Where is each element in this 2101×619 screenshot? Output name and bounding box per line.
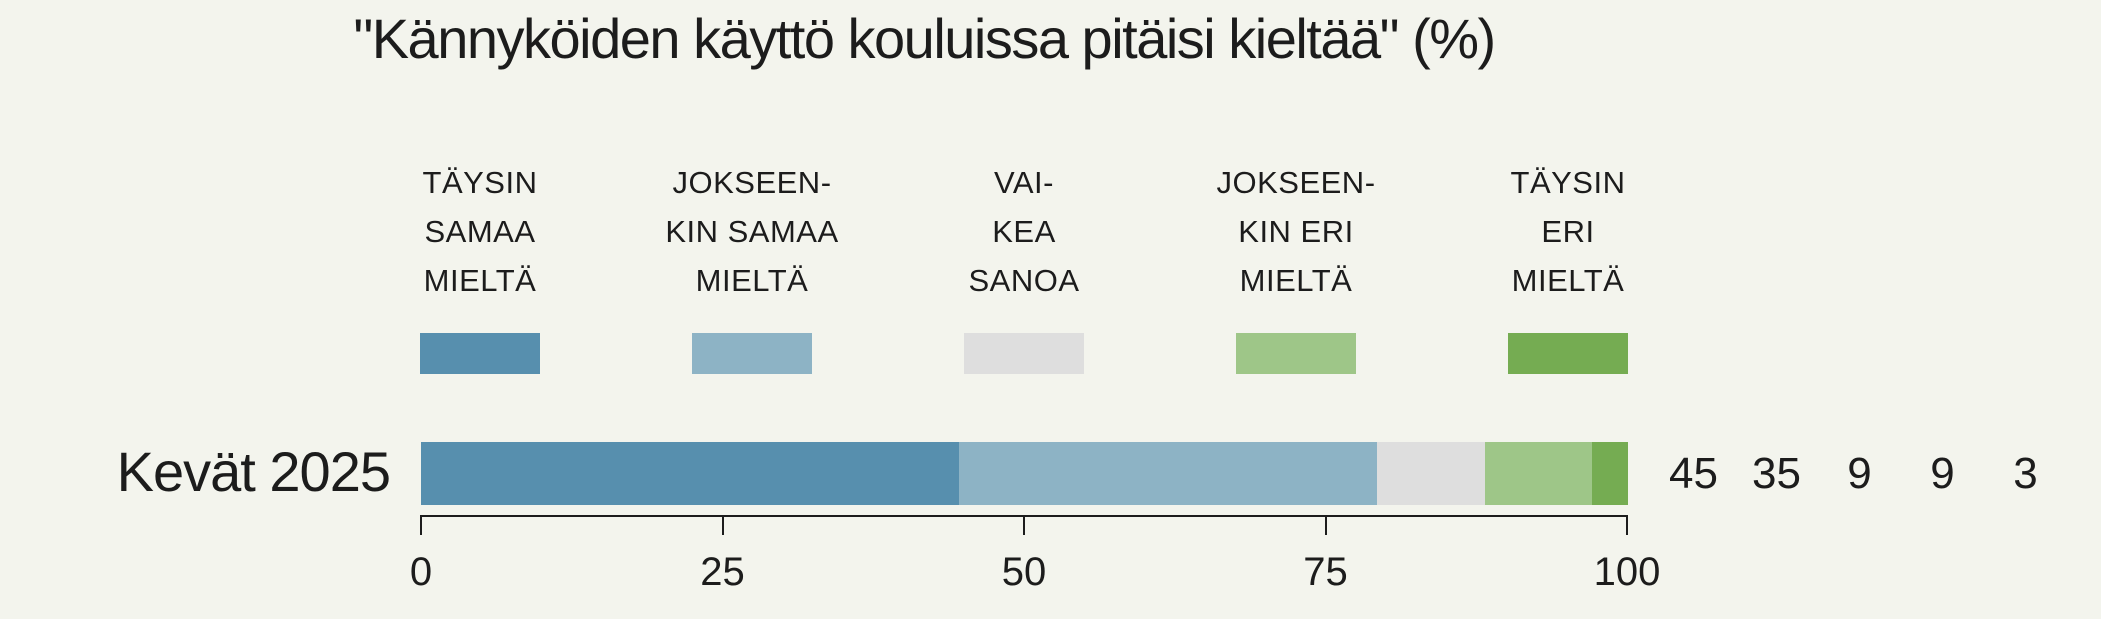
legend-item: TÄYSIN ERI MIELTÄ — [1432, 158, 1704, 374]
legend-label-line: ERI — [1541, 214, 1595, 249]
legend-label-line: KIN SAMAA — [665, 214, 839, 249]
x-axis-tick — [1324, 515, 1327, 535]
x-axis-tick — [1023, 515, 1025, 535]
legend-label-line: KEA — [992, 214, 1056, 249]
legend-label-line: TÄYSIN — [1510, 165, 1626, 200]
row-label: Kevät 2025 — [116, 440, 391, 503]
legend-swatch — [420, 333, 540, 374]
legend-swatch — [1508, 333, 1628, 374]
stacked-bar — [421, 442, 1628, 505]
value-label: 45 — [1669, 449, 1718, 498]
legend-swatch — [692, 333, 812, 374]
legend-item: VAI- KEA SANOA — [888, 158, 1160, 374]
legend-label-line: SANOA — [968, 263, 1080, 298]
value-labels: 45 35 9 9 3 — [1652, 442, 2067, 505]
value-label: 9 — [1847, 449, 1872, 498]
x-axis-tick-label: 75 — [1303, 550, 1348, 594]
legend-item: TÄYSIN SAMAA MIELTÄ — [344, 158, 616, 374]
legend-item: JOKSEEN- KIN SAMAA MIELTÄ — [616, 158, 888, 374]
x-axis-tick — [1626, 515, 1628, 535]
bar-segment-3 — [1377, 442, 1485, 505]
bar-segment-5 — [1592, 442, 1628, 505]
legend-label-line: TÄYSIN — [422, 165, 538, 200]
legend-label-line: MIELTÄ — [1511, 263, 1625, 298]
legend-swatch — [964, 333, 1084, 374]
legend-label-line: SAMAA — [424, 214, 536, 249]
bar-segment-1 — [421, 442, 959, 505]
x-axis-tick-label: 0 — [409, 550, 433, 594]
chart-title: "Kännyköiden käyttö kouluissa pitäisi ki… — [353, 7, 1496, 70]
legend-label-line: VAI- — [994, 165, 1054, 200]
legend-label-line: MIELTÄ — [423, 263, 537, 298]
value-label: 35 — [1752, 449, 1801, 498]
legend-label-line: MIELTÄ — [1239, 263, 1353, 298]
legend-label-line: JOKSEEN- — [1216, 165, 1376, 200]
value-label: 3 — [2013, 449, 2038, 498]
legend-label-line: KIN ERI — [1238, 214, 1354, 249]
x-axis-tick-label: 25 — [700, 550, 745, 594]
legend-label-line: JOKSEEN- — [672, 165, 832, 200]
value-label: 9 — [1930, 449, 1955, 498]
x-axis-tick — [721, 515, 724, 535]
legend-label-line: MIELTÄ — [695, 263, 809, 298]
bar-segment-2 — [958, 442, 1378, 505]
legend-swatch — [1236, 333, 1356, 374]
bar-segment-4 — [1484, 442, 1593, 505]
x-axis-tick-label: 100 — [1593, 550, 1661, 594]
x-axis-tick-label: 50 — [1001, 550, 1047, 594]
legend-item: JOKSEEN- KIN ERI MIELTÄ — [1160, 158, 1432, 374]
x-axis-tick — [420, 515, 422, 535]
